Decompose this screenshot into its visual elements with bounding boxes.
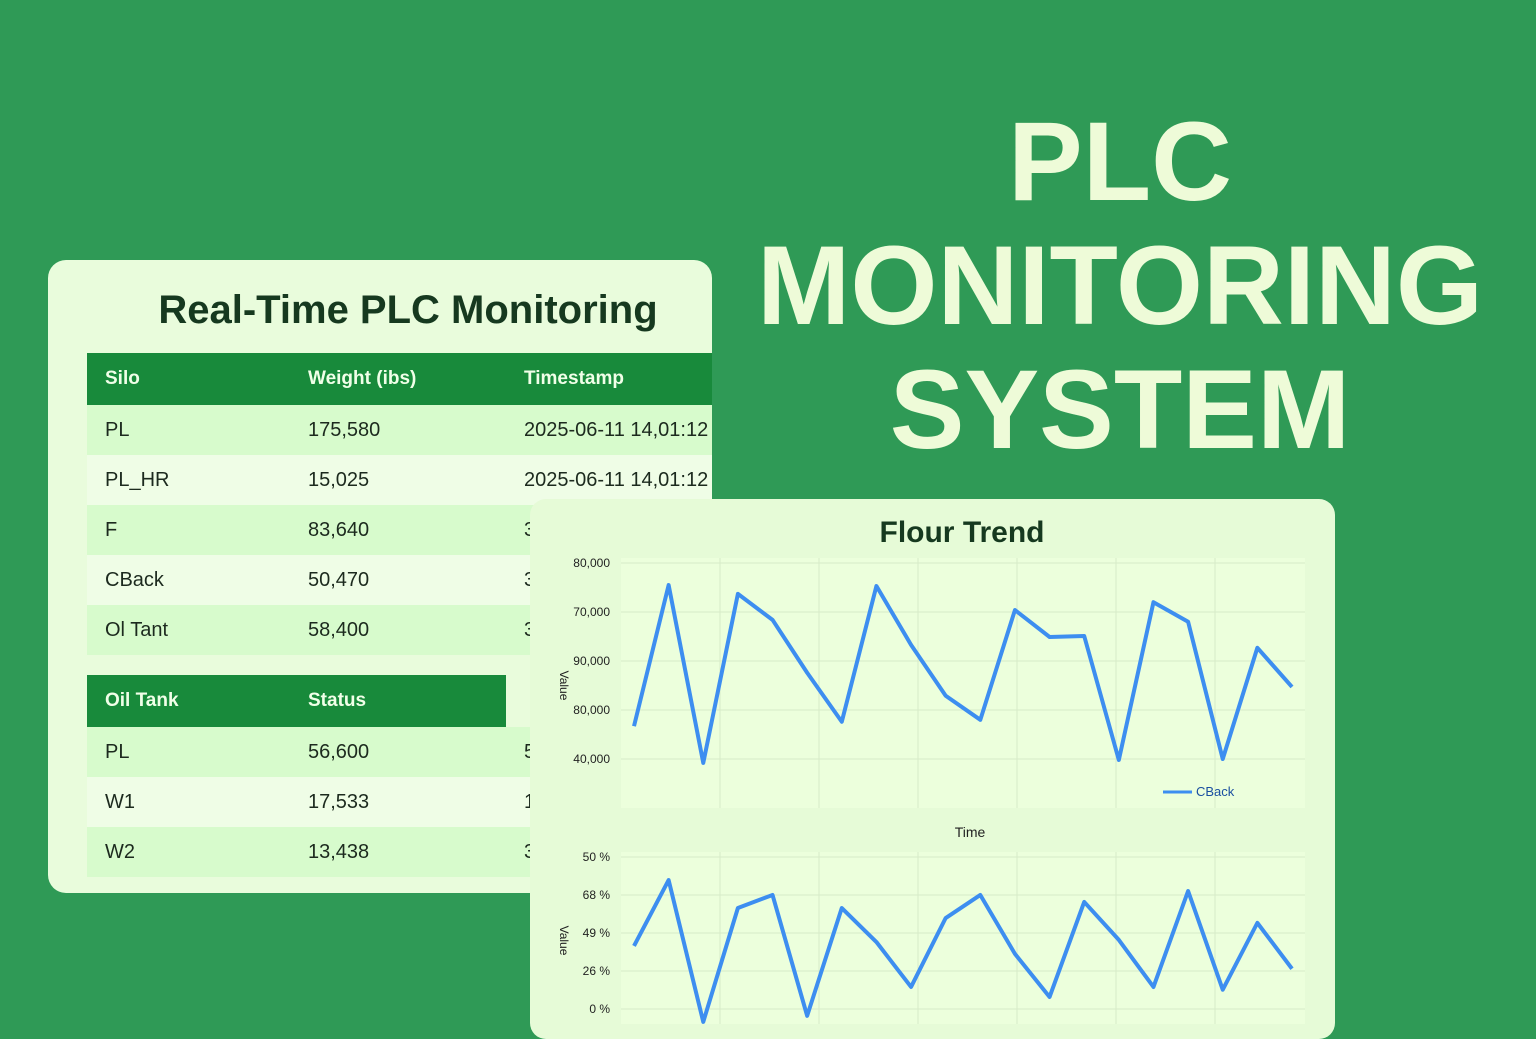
header-cell: Status — [290, 675, 506, 727]
banner-line: PLC — [1008, 99, 1232, 224]
table-cell: W1 — [87, 777, 290, 827]
table-cell: F — [87, 505, 290, 555]
table-cell: 56,600 — [290, 727, 506, 777]
table-cell: 58,400 — [290, 605, 506, 655]
card-title: Real-Time PLC Monitoring — [158, 288, 658, 332]
table-cell: 83,640 — [290, 505, 506, 555]
chart-panel — [530, 499, 1335, 1039]
table-cell: 175,580 — [290, 405, 506, 455]
header-row: Silo Weight (ibs) Timestamp — [87, 353, 712, 405]
table-cell: 13,438 — [290, 827, 506, 877]
table-cell: 2025-06-11 14,01:12 — [506, 455, 712, 505]
table-row: PL_HR 15,025 2025-06-11 14,01:12 — [87, 455, 712, 505]
banner: PLC MONITORING SYSTEM — [700, 100, 1536, 472]
table-cell: 2025-06-11 14,01:12 — [506, 405, 712, 455]
table-cell: PL — [87, 405, 290, 455]
header-cell: Weight (ibs) — [290, 353, 506, 405]
header-cell: Oil Tank — [87, 675, 290, 727]
table-cell: Ol Tant — [87, 605, 290, 655]
header-cell: Silo — [87, 353, 290, 405]
table-cell: 15,025 — [290, 455, 506, 505]
table-cell: PL — [87, 727, 290, 777]
table-cell: W2 — [87, 827, 290, 877]
header-row: Oil Tank Status — [87, 675, 712, 727]
table-cell: 17,533 — [290, 777, 506, 827]
banner-line: SYSTEM — [889, 347, 1351, 472]
table-cell: CBack — [87, 555, 290, 605]
table-row: PL 175,580 2025-06-11 14,01:12 — [87, 405, 712, 455]
table-cell: 50,470 — [290, 555, 506, 605]
banner-line: MONITORING — [757, 223, 1483, 348]
table-cell: PL_HR — [87, 455, 290, 505]
header-cell: Timestamp — [506, 353, 712, 405]
